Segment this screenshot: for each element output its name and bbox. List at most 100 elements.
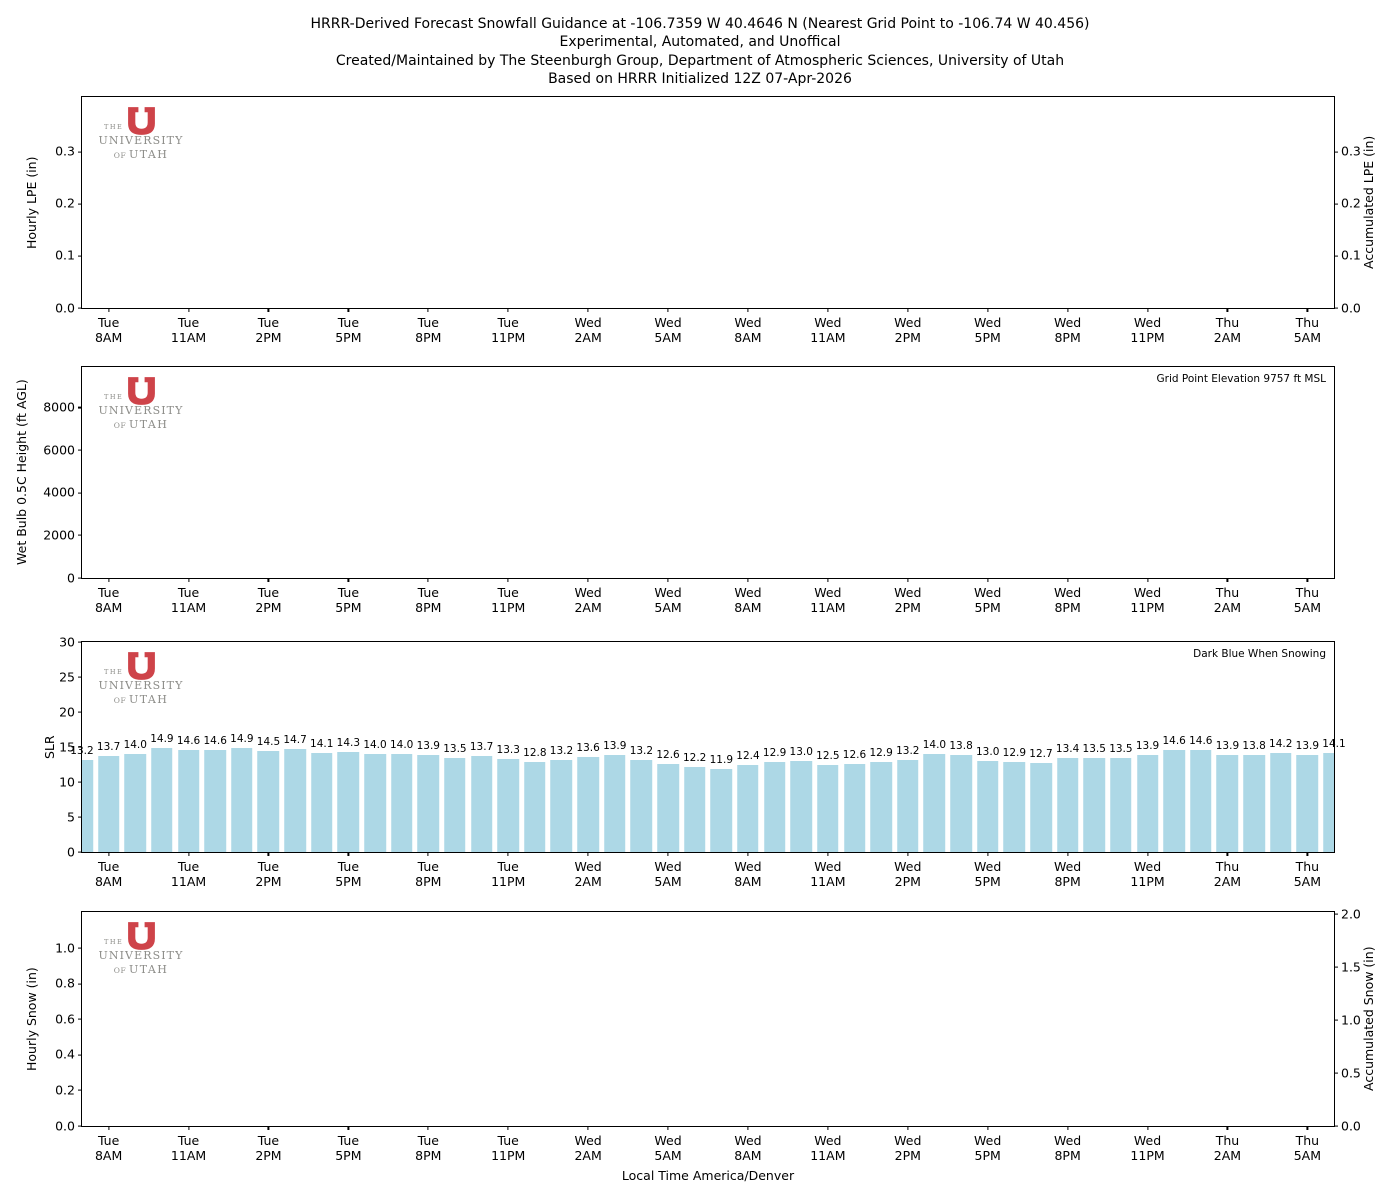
slr-bar-value: 12.4: [736, 750, 760, 763]
y-tick-label: 0.2: [1341, 195, 1361, 211]
y-tick-mark: [78, 676, 82, 678]
slr-bar: [1269, 752, 1292, 852]
y-tick-mark: [78, 983, 82, 985]
y-tick-mark: [78, 577, 82, 579]
x-tick-mark: [1067, 308, 1069, 312]
x-tick-label: Tue 11AM: [171, 585, 206, 616]
y-tick-label: 0: [67, 569, 75, 585]
x-tick-label: Thu 5AM: [1294, 1133, 1321, 1164]
y-tick-label: 0.4: [55, 1046, 75, 1062]
x-tick-day: Wed: [1053, 1133, 1082, 1148]
x-tick-mark: [747, 852, 749, 856]
logo-text-utah: UTAH: [129, 963, 169, 976]
slr-bar: [817, 764, 839, 852]
x-tick-day: Tue: [177, 315, 200, 330]
x-tick-label: Thu 2AM: [1214, 585, 1241, 616]
x-tick-mark: [1306, 852, 1308, 856]
slr-bar-value: 14.6: [203, 734, 227, 747]
x-tick-time: 11PM: [1130, 600, 1165, 616]
slr-bar-value: 13.3: [496, 743, 520, 756]
chart-title-line-4: Based on HRRR Initialized 12Z 07-Apr-202…: [548, 71, 852, 88]
block-u-icon: [128, 922, 155, 950]
y-tick-label: 0.2: [55, 1082, 75, 1098]
panel-hourly-lpe: 0.0 0.1 0.2 0.3 0.0 0.1 0.2 0.3 Tue 8AM Tue 11AM Tue…: [55, 96, 1361, 345]
y-tick-label: 30: [59, 633, 75, 649]
slr-bar-value: 13.9: [1295, 739, 1320, 752]
x-tick-mark: [507, 1126, 509, 1130]
x-tick-day: Tue: [337, 315, 360, 330]
y-tick-mark: [78, 255, 82, 257]
slr-bar-value: 13.2: [629, 744, 654, 757]
slr-bar-value: 14.6: [176, 734, 201, 747]
grid-elevation-annotation: Grid Point Elevation 9757 ft MSL: [1156, 373, 1327, 385]
x-tick-time: 8PM: [1054, 600, 1081, 616]
x-tick-label: Tue 8AM: [95, 859, 122, 890]
slr-bar: [1110, 757, 1132, 852]
slr-bar-value: 13.5: [443, 742, 467, 755]
x-tick-time: 2AM: [1213, 1148, 1242, 1164]
logo-text-of-utah: OF UTAH: [98, 963, 184, 976]
slr-bar: [364, 754, 386, 852]
slr-bar-value: 13.9: [1135, 739, 1160, 752]
slr-bar-value: 14.6: [1189, 734, 1213, 747]
logo-text-the: THE: [104, 938, 124, 946]
x-tick-time: 5AM: [1293, 1148, 1322, 1164]
slr-bar-value: 13.4: [1055, 743, 1080, 756]
y-axis-label-hourly-snow: Hourly Snow (in): [24, 967, 39, 1071]
x-tick-mark: [108, 578, 110, 582]
panel-wet-bulb-height: Grid Point Elevation 9757 ft MSL 0 2000 40…: [43, 366, 1335, 615]
x-tick-time: 11PM: [491, 600, 526, 616]
slr-bar-value: 13.7: [96, 741, 121, 754]
x-tick-day: Tue: [497, 859, 519, 874]
y-tick-mark: [78, 781, 82, 783]
chart-title-line-3: Created/Maintained by The Steenburgh Gro…: [335, 52, 1065, 69]
x-tick-label: Tue 11PM: [491, 859, 525, 890]
logo-text-the: THE: [104, 393, 124, 401]
slr-bar: [177, 749, 200, 852]
slr-bar-value: 13.0: [789, 746, 813, 759]
slr-bar: [417, 754, 440, 852]
x-tick-time: 2PM: [255, 874, 282, 890]
y-tick-mark: [78, 1089, 82, 1092]
x-tick-day: Wed: [734, 315, 762, 330]
x-tick-mark: [187, 1126, 190, 1130]
x-tick-day: Wed: [894, 1133, 922, 1148]
y-tick-mark: [78, 151, 82, 153]
slr-bar-value: 11.9: [709, 753, 734, 766]
x-tick-day: Tue: [257, 315, 280, 330]
y-axis-label-slr: SLR: [42, 735, 57, 759]
x-tick-label: Wed 2PM: [894, 859, 921, 890]
y-tick-label: 0.8: [55, 975, 75, 991]
x-tick-time: 11AM: [170, 600, 207, 616]
x-tick-mark: [507, 852, 509, 856]
x-tick-mark: [747, 578, 749, 582]
y-tick-label: 6000: [43, 441, 75, 457]
x-tick-label: Wed 11AM: [810, 585, 845, 616]
slr-bar-value: 14.7: [283, 734, 307, 747]
x-tick-time: 5PM: [335, 330, 362, 346]
slr-bar-value: 12.8: [523, 747, 547, 760]
x-tick-time: 11AM: [810, 874, 846, 890]
x-tick-time: 5PM: [335, 600, 362, 616]
slr-bar: [1030, 763, 1052, 852]
slr-bar-value: 14.5: [256, 735, 281, 748]
x-tick-time: 11AM: [810, 1148, 846, 1164]
y-tick-label: 0.6: [55, 1011, 75, 1027]
slr-bar-value: 14.6: [1162, 734, 1186, 747]
x-tick-time: 8PM: [415, 600, 442, 616]
x-tick-day: Wed: [734, 1133, 762, 1148]
slr-bar-value: 13.9: [1215, 739, 1240, 752]
x-tick-time: 5PM: [974, 1148, 1001, 1164]
x-tick-label: Wed 8AM: [734, 859, 761, 890]
x-tick-time: 11PM: [491, 1148, 526, 1164]
slr-bar: [897, 759, 919, 852]
x-tick-label: Tue 11PM: [491, 1133, 525, 1164]
y-tick-label: 2000: [43, 527, 75, 543]
y-tick-mark: [1334, 307, 1338, 309]
x-tick-label: Tue 11AM: [171, 1133, 206, 1164]
x-tick-mark: [427, 852, 429, 856]
slr-bar: [923, 754, 946, 852]
slr-bar-value: 12.5: [816, 749, 840, 762]
logo-text-of: OF: [113, 696, 130, 705]
